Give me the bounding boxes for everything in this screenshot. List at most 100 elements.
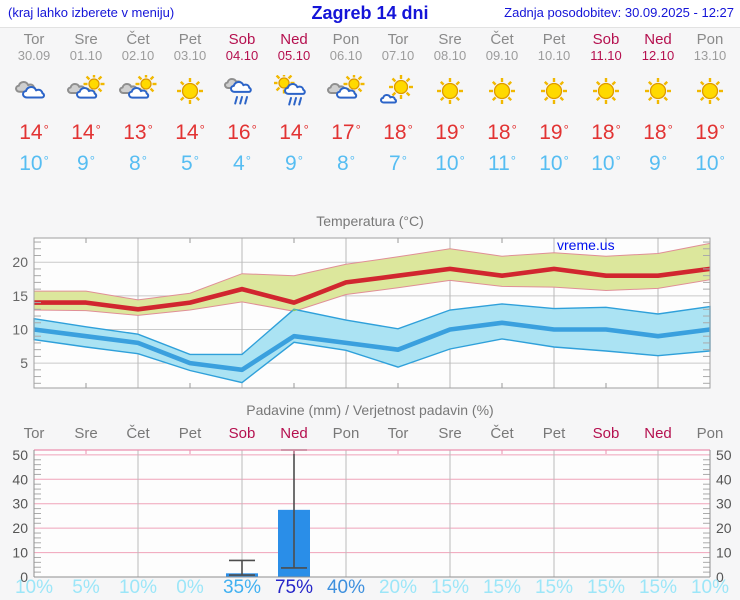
day-name: Sre: [74, 31, 98, 48]
low-temp: 5°: [181, 151, 199, 175]
high-temp: 14°: [175, 120, 205, 144]
precip-probability: 10%: [690, 577, 730, 598]
high-temp: 17°: [331, 120, 361, 144]
day-date: 10.10: [537, 48, 571, 63]
partly-cloudy-icon: [327, 75, 365, 99]
day-date: 06.10: [329, 48, 363, 63]
day-name: Pon: [332, 31, 360, 48]
day-column: Sre 01.10 14° 9°: [60, 31, 112, 177]
low-temp: 9°: [285, 151, 303, 175]
svg-text:10: 10: [716, 545, 732, 561]
day-name: Tor: [387, 31, 409, 48]
precip-probability: 10%: [118, 577, 158, 598]
high-temp: 18°: [591, 120, 621, 144]
svg-text:30: 30: [12, 496, 28, 512]
precipitation-probability-row: 10% 5% 10% 0% 35% 75% 40% 20% 15% 15% 15% 15% 15% 10%: [0, 577, 740, 599]
high-temp: 19°: [435, 120, 465, 144]
forecast-strip: Tor 30.09 14° 10° Sre 01.10 14° 9° Čet 02.10 13° 8°…: [8, 31, 736, 177]
day-column: Čet 02.10 13° 8°: [112, 31, 164, 177]
precip-probability: 15%: [534, 577, 574, 598]
low-temp: 4°: [233, 151, 251, 175]
svg-text:20: 20: [12, 254, 28, 270]
weather-icon-cell: [216, 71, 268, 113]
day-column: Pon 13.10 19° 10°: [684, 31, 736, 177]
precipitation-chart-title: Padavine (mm) / Verjetnost padavin (%): [246, 402, 494, 418]
svg-text:40: 40: [716, 471, 732, 487]
weather-icon-cell: [580, 71, 632, 113]
svg-text:50: 50: [716, 447, 732, 463]
low-temp: 10°: [19, 151, 49, 175]
high-temp: 18°: [383, 120, 413, 144]
weather-icon-cell: [476, 71, 528, 113]
precip-day-label: Čet: [490, 425, 514, 442]
day-column: Sob 11.10 18° 10°: [580, 31, 632, 177]
weather-icon-cell: [372, 71, 424, 113]
day-date: 01.10: [69, 48, 103, 63]
day-date: 05.10: [277, 48, 311, 63]
precip-day-label: Pet: [178, 425, 202, 442]
high-temp: 18°: [643, 120, 673, 144]
precip-probability: 75%: [274, 577, 314, 598]
precip-probability: 15%: [482, 577, 522, 598]
day-name: Pon: [696, 31, 724, 48]
day-column: Sob 04.10 16° 4°: [216, 31, 268, 177]
svg-text:10: 10: [12, 321, 28, 337]
svg-text:40: 40: [12, 471, 28, 487]
cloudy-icon: [14, 80, 46, 99]
mostly-sunny-icon: [380, 75, 413, 104]
watermark-link[interactable]: vreme.us: [557, 237, 615, 253]
day-name: Ned: [644, 31, 672, 48]
min-temp-line: [33, 320, 711, 373]
precip-probability: 15%: [430, 577, 470, 598]
low-temp: 11°: [487, 151, 516, 175]
page-title: Zagreb 14 dni: [311, 3, 429, 23]
weather-icon-cell: [8, 71, 60, 113]
weather-icon-cell: [60, 71, 112, 113]
precip-day-label: Pet: [542, 425, 566, 442]
precip-day-label: Sre: [74, 425, 98, 442]
day-name: Pet: [542, 31, 566, 48]
precip-probability: 5%: [72, 577, 100, 598]
low-temp: 9°: [77, 151, 95, 175]
sunny-icon: [697, 78, 723, 104]
svg-text:5: 5: [20, 355, 28, 371]
low-temp: 9°: [649, 151, 667, 175]
precipitation-day-labels: Tor Sre Čet Pet Sob Ned Pon Tor Sre Čet Pet Sob Ned P…: [0, 425, 740, 443]
day-column: Tor 30.09 14° 10°: [8, 31, 60, 177]
precip-probability: 40%: [326, 577, 366, 598]
precip-day-label: Tor: [387, 425, 409, 442]
day-column: Pet 03.10 14° 5°: [164, 31, 216, 177]
svg-text:0: 0: [716, 569, 724, 582]
precipitation-chart: 0 0 10 10 20 20 30 30 40 40 50 50: [12, 447, 732, 582]
day-name: Sre: [438, 31, 462, 48]
high-temp: 19°: [539, 120, 569, 144]
day-name: Sob: [228, 31, 256, 48]
low-temp: 8°: [337, 151, 355, 175]
day-name: Tor: [23, 31, 45, 48]
max-temp-line: [34, 266, 711, 312]
precip-probability: 0%: [176, 577, 204, 598]
partly-cloudy-icon: [67, 75, 105, 99]
weather-icon-cell: [112, 71, 164, 113]
sunny-icon: [489, 78, 515, 104]
precip-day-label: Sob: [592, 425, 620, 442]
day-date: 30.09: [17, 48, 51, 63]
day-column: Ned 12.10 18° 9°: [632, 31, 684, 177]
partly-cloudy-icon: [119, 75, 157, 99]
high-temp: 14°: [279, 120, 309, 144]
precip-day-label: Ned: [280, 425, 308, 442]
temperature-chart-title: Temperatura (°C): [316, 213, 424, 229]
day-date: 12.10: [641, 48, 675, 63]
day-date: 04.10: [225, 48, 259, 63]
precip-day-label: Pon: [696, 425, 724, 442]
day-column: Ned 05.10 14° 9°: [268, 31, 320, 177]
high-temp: 19°: [695, 120, 725, 144]
day-column: Čet 09.10 18° 11°: [476, 31, 528, 177]
day-date: 02.10: [121, 48, 155, 63]
day-name: Sob: [592, 31, 620, 48]
precip-probability: 35%: [222, 577, 262, 598]
high-temp: 14°: [19, 120, 49, 144]
low-temp: 10°: [435, 151, 465, 175]
sunny-icon: [541, 78, 567, 104]
